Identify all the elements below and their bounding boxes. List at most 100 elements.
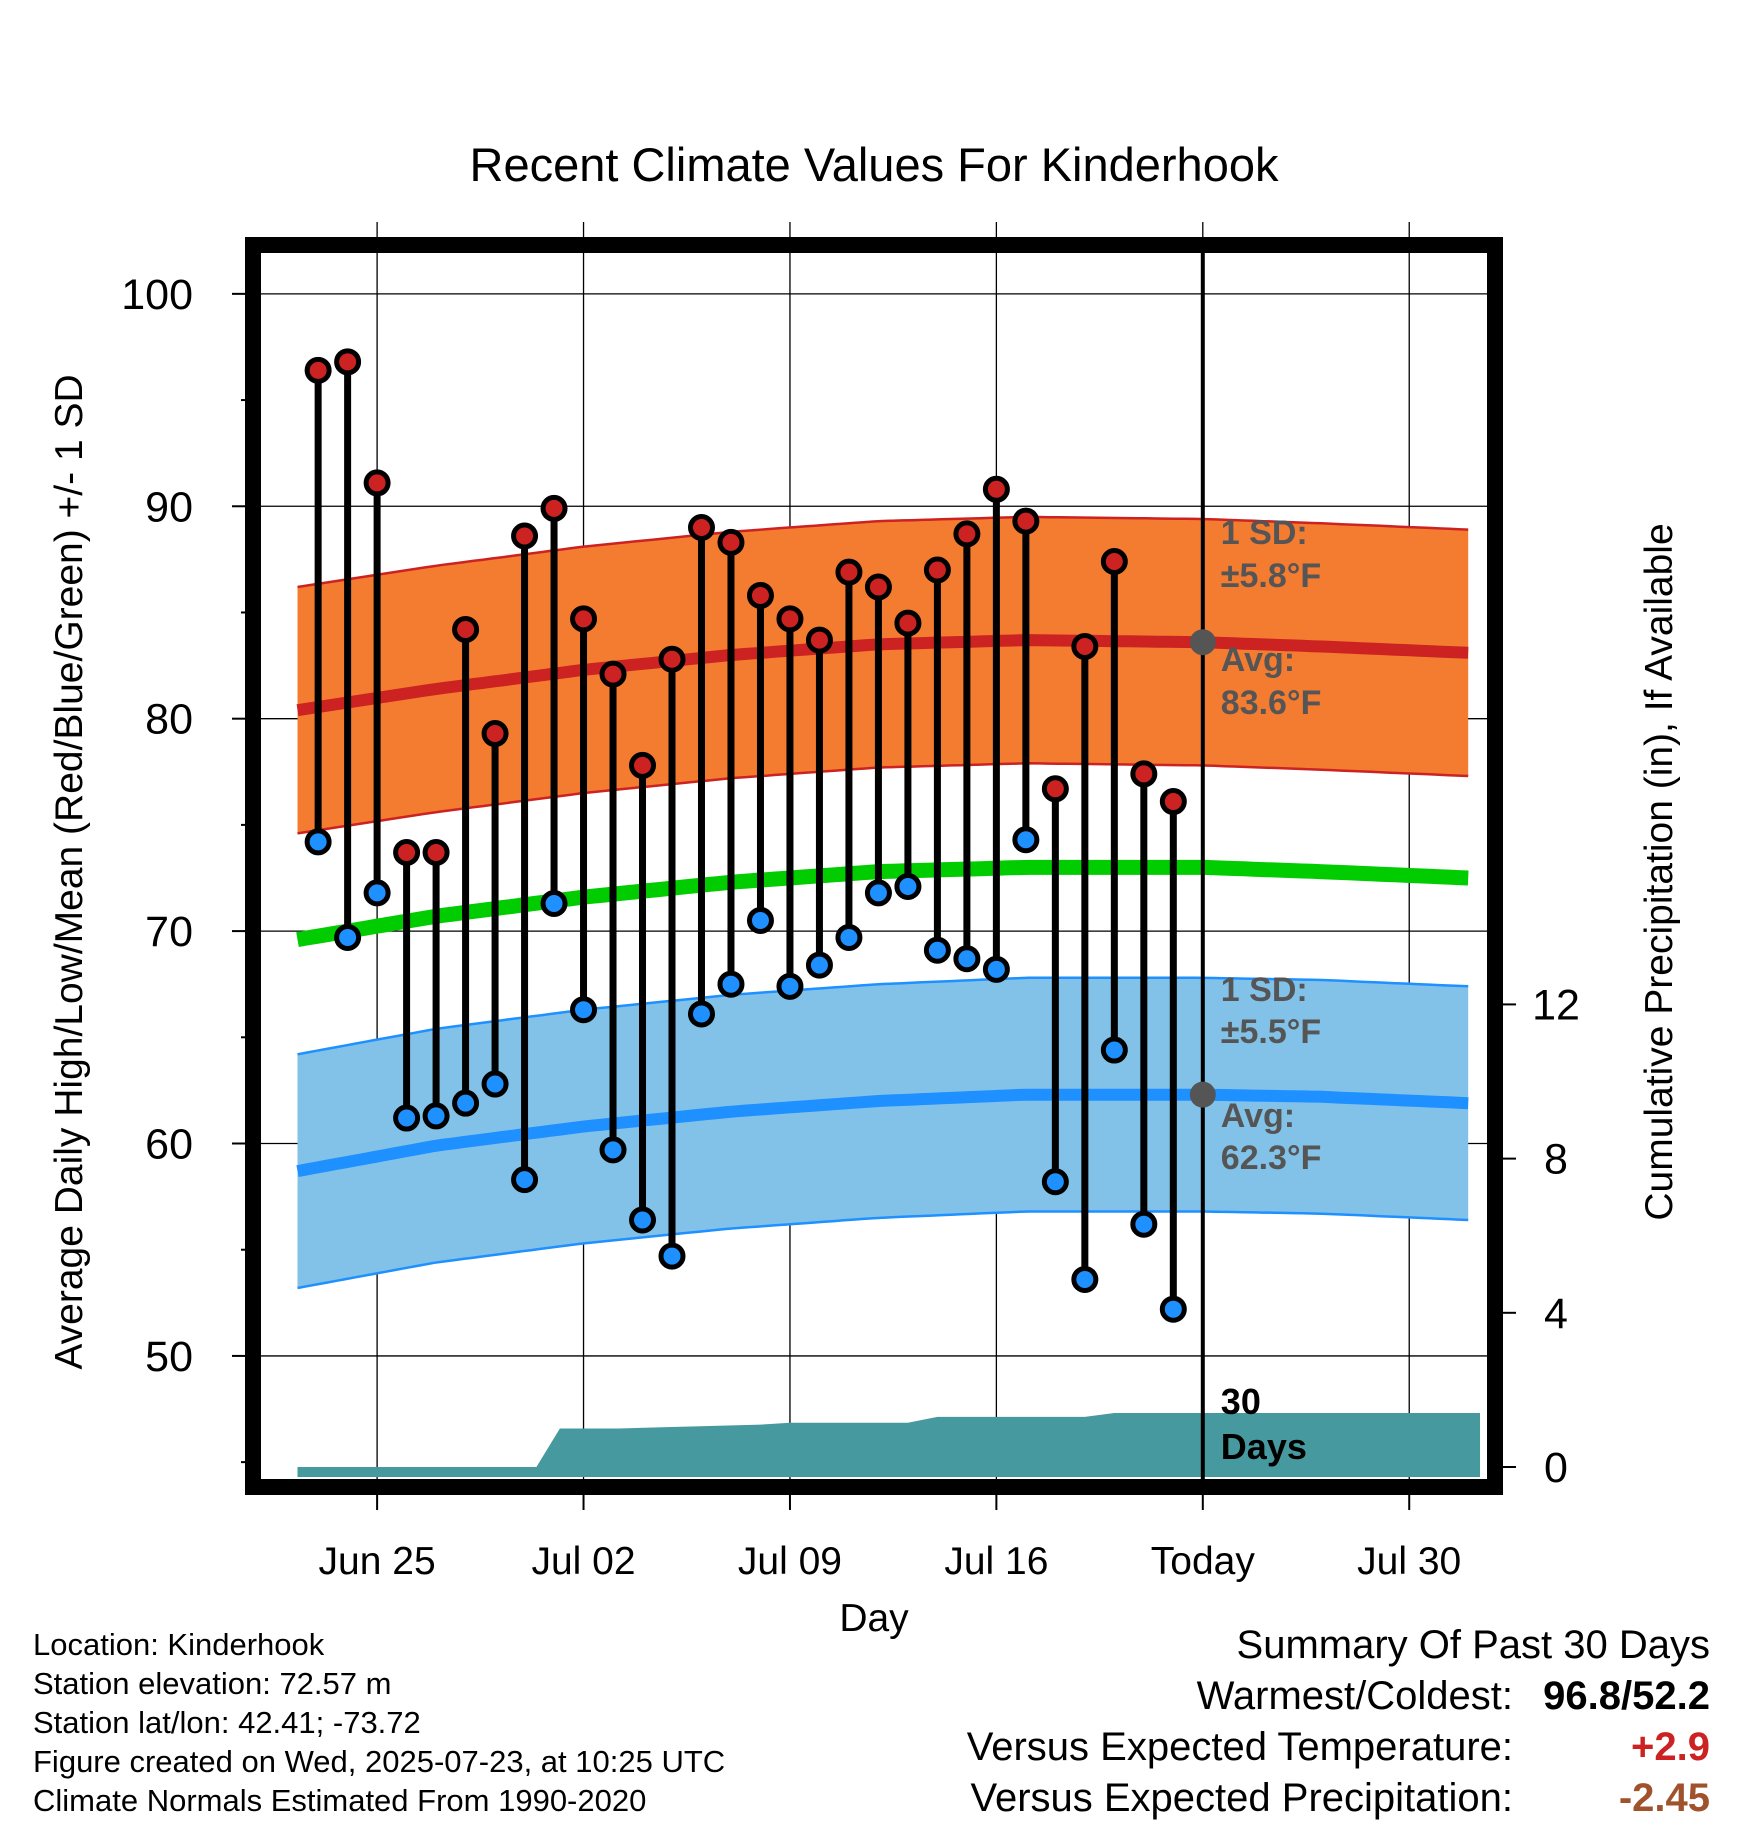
daily-low-point [422, 1102, 450, 1130]
daily-low-point [452, 1089, 480, 1117]
warm-cold-value: 96.8/52.2 [1543, 1674, 1710, 1718]
elevation-text: Station elevation: 72.57 m [33, 1666, 392, 1701]
daily-high-point [717, 528, 745, 556]
daily-high-point [687, 514, 715, 542]
daily-low-point [923, 936, 951, 964]
high-avg-annotation-label: Avg: [1221, 641, 1295, 679]
plot-area: 1 SD: ±5.8°F Avg: 83.6°F 1 SD: ±5.5°F Avg: 62.3… [121, 222, 1580, 1583]
y-tick-label: 80 [145, 696, 193, 744]
daily-high-point [540, 494, 568, 522]
daily-low-point [1071, 1265, 1099, 1293]
low-avg-annotation-value: 62.3°F [1221, 1139, 1322, 1177]
low-sd-lower-line [297, 1210, 1469, 1290]
daily-low-point [864, 879, 892, 907]
daily-low-point [805, 951, 833, 979]
daily-low-point [835, 923, 863, 951]
daily-low-point [687, 1000, 715, 1028]
days-annotation-number: 30 [1221, 1381, 1261, 1422]
daily-low-point [894, 872, 922, 900]
latlon-text: Station lat/lon: 42.41; -73.72 [33, 1705, 421, 1740]
precip-row: Versus Expected Precipitation: -2.45 [967, 1773, 1710, 1824]
warm-cold-label: Warmest/Coldest: [1196, 1674, 1513, 1718]
daily-high-point [1012, 507, 1040, 535]
x-tick-label: Jul 30 [1357, 1540, 1461, 1583]
y2-axis-label: Cumulative Precipitation (in), If Availa… [1638, 523, 1681, 1220]
daily-high-point [894, 609, 922, 637]
daily-low-point [540, 889, 568, 917]
daily-high-point [658, 645, 686, 673]
created-text: Figure created on Wed, 2025-07-23, at 10… [33, 1744, 726, 1779]
low-avg-marker [1189, 1081, 1216, 1108]
daily-high-point [746, 581, 774, 609]
daily-high-point [1071, 632, 1099, 660]
x-tick-label: Today [1151, 1540, 1256, 1583]
daily-high-point [923, 556, 951, 584]
high-sd-annotation-label: 1 SD: [1221, 514, 1308, 552]
location-text: Location: Kinderhook [33, 1627, 325, 1662]
high-sd-upper-line [297, 515, 1469, 589]
temp-row: Versus Expected Temperature: +2.9 [967, 1722, 1710, 1773]
low-avg-annotation-label: Avg: [1221, 1097, 1295, 1135]
x-tick-label: Jul 02 [531, 1540, 635, 1583]
high-avg-marker [1189, 629, 1216, 656]
daily-high-point [570, 605, 598, 633]
daily-low-point [511, 1166, 539, 1194]
y-tick-label: 90 [145, 483, 193, 531]
y-tick-label: 60 [145, 1121, 193, 1169]
station-info: Location: Kinderhook Station elevation: … [33, 1625, 725, 1820]
daily-high-point [452, 615, 480, 643]
daily-high-point [304, 356, 332, 384]
high-sd-annotation-value: ±5.8°F [1221, 557, 1321, 595]
daily-high-point [776, 605, 804, 633]
precip-area [297, 1413, 1480, 1477]
summary-title: Summary Of Past 30 Days [1236, 1623, 1710, 1667]
daily-low-point [304, 828, 332, 856]
low-sd-annotation-label: 1 SD: [1221, 971, 1308, 1009]
chart-title: Recent Climate Values For Kinderhook [470, 138, 1279, 191]
daily-low-point [1041, 1168, 1069, 1196]
daily-high-point [982, 475, 1010, 503]
daily-low-point [746, 906, 774, 934]
daily-high-point [599, 660, 627, 688]
precip-value: -2.45 [1618, 1776, 1710, 1820]
y2-tick-label: 4 [1544, 1290, 1568, 1338]
daily-low-point [1012, 826, 1040, 854]
daily-high-point [953, 520, 981, 548]
daily-low-point [1130, 1210, 1158, 1238]
temp-label: Versus Expected Temperature: [966, 1725, 1513, 1769]
daily-low-point [717, 970, 745, 998]
x-tick-label: Jul 16 [944, 1540, 1048, 1583]
daily-low-point [629, 1206, 657, 1234]
daily-high-point [835, 558, 863, 586]
daily-high-point [422, 839, 450, 867]
daily-low-point [1100, 1036, 1128, 1064]
y-axis-label: Average Daily High/Low/Mean (Red/Blue/Gr… [48, 374, 91, 1369]
low-sd-annotation-value: ±5.5°F [1221, 1013, 1321, 1051]
daily-low-point [982, 955, 1010, 983]
summary-panel: Summary Of Past 30 Days Warmest/Coldest:… [967, 1620, 1710, 1824]
daily-low-point [658, 1242, 686, 1270]
daily-low-point [334, 923, 362, 951]
daily-high-point [393, 839, 421, 867]
high-sd-band [297, 516, 1469, 834]
precip-label: Versus Expected Precipitation: [970, 1776, 1513, 1820]
daily-high-point [805, 626, 833, 654]
temp-value: +2.9 [1631, 1725, 1710, 1769]
x-tick-label: Jul 09 [738, 1540, 842, 1583]
y-tick-label: 70 [145, 908, 193, 956]
daily-high-point [629, 751, 657, 779]
high-avg-annotation-value: 83.6°F [1221, 684, 1322, 722]
daily-low-point [1159, 1295, 1187, 1323]
x-tick-label: Jun 25 [319, 1540, 436, 1583]
daily-high-point [1159, 788, 1187, 816]
daily-high-point [363, 469, 391, 497]
daily-high-point [511, 522, 539, 550]
daily-low-point [363, 879, 391, 907]
normal-high-line [296, 634, 1469, 717]
daily-low-point [570, 996, 598, 1024]
y2-tick-label: 8 [1544, 1136, 1568, 1184]
days-annotation-label: Days [1221, 1426, 1307, 1467]
x-axis-label: Day [839, 1597, 909, 1640]
daily-low-point [599, 1136, 627, 1164]
normals-text: Climate Normals Estimated From 1990-2020 [33, 1783, 647, 1818]
